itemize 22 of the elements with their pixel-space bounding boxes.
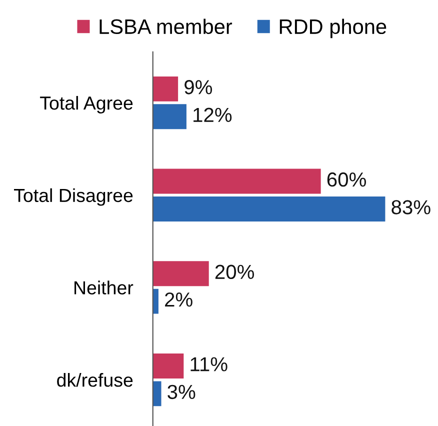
y-tick-label: Neither: [74, 280, 134, 294]
data-label: 60%: [327, 172, 366, 187]
data-label: 11%: [190, 357, 228, 372]
legend-label: LSBA member: [100, 18, 232, 34]
y-tick-label: Total Disagree: [14, 188, 133, 206]
data-label: 9%: [184, 80, 212, 94]
data-label: 3%: [168, 384, 196, 400]
bar: [152, 196, 386, 222]
bar: [152, 104, 186, 130]
bar: [152, 168, 321, 194]
data-label: 20%: [215, 264, 254, 280]
bar: [152, 261, 209, 286]
y-tick-label: dk/refuse: [57, 373, 133, 387]
bar: [152, 288, 158, 314]
bar: [152, 381, 162, 406]
y-tick-label: Total Agree: [40, 96, 133, 114]
legend-label: RDD phone: [280, 18, 386, 38]
bar: [152, 354, 184, 378]
bar: [152, 76, 178, 102]
data-label: 12%: [194, 108, 232, 122]
data-label: 83%: [392, 200, 430, 214]
data-label: 2%: [165, 292, 192, 307]
